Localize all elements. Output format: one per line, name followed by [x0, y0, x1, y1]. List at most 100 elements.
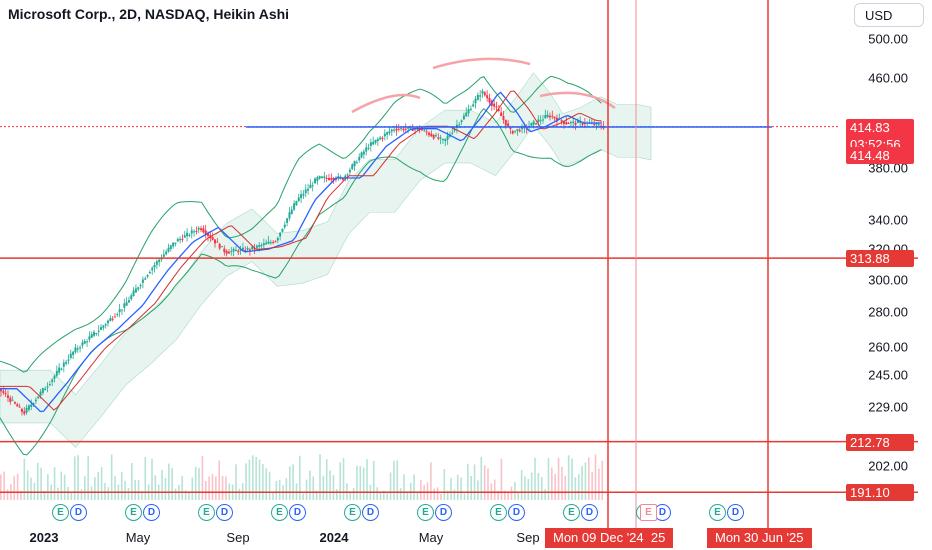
candle-body: [27, 405, 30, 410]
earnings-marker[interactable]: E: [490, 504, 507, 521]
candle-body: [311, 185, 314, 187]
dividend-marker[interactable]: D: [508, 504, 525, 521]
candle-body: [481, 90, 484, 94]
candle-body: [4, 393, 7, 395]
candle-body: [569, 122, 572, 124]
dividend-marker[interactable]: D: [581, 504, 598, 521]
volume-bar: [564, 475, 567, 500]
candle: [565, 116, 568, 126]
candle-body: [388, 131, 391, 134]
dividend-marker[interactable]: D: [216, 504, 233, 521]
volume-bar: [302, 493, 304, 500]
volume-bar: [329, 470, 331, 500]
candle-body: [372, 141, 375, 145]
dividend-marker[interactable]: D: [435, 504, 452, 521]
earnings-marker[interactable]: E: [417, 504, 434, 521]
candle-body: [123, 303, 126, 308]
candle: [202, 225, 205, 234]
candle-body: [172, 242, 175, 247]
earnings-marker[interactable]: E: [52, 504, 69, 521]
candle-body: [386, 132, 389, 135]
candle-body: [116, 314, 119, 316]
candle-body: [39, 391, 42, 396]
date-label-dec-24-text: Mon 09 Dec '24: [553, 530, 644, 545]
candle-body: [20, 408, 23, 412]
candle-body: [6, 395, 9, 398]
candle-body: [30, 404, 33, 407]
price-label: 313.88: [846, 250, 914, 268]
candle-body: [118, 309, 121, 313]
candle-body: [186, 232, 189, 237]
volume-bar: [305, 479, 308, 500]
candle: [269, 239, 272, 245]
dividend-marker[interactable]: D: [362, 504, 379, 521]
volume-bar: [107, 487, 110, 500]
candle-body: [332, 178, 335, 181]
candle-body: [516, 129, 519, 131]
candle: [530, 122, 533, 126]
candle: [55, 365, 58, 378]
volume-bar: [67, 486, 69, 500]
candle: [495, 101, 498, 113]
candle: [60, 367, 63, 371]
candle: [218, 242, 221, 251]
price-label: 191.10: [846, 484, 914, 502]
candle-body: [358, 156, 361, 161]
volume-bar: [339, 462, 341, 500]
candle-body: [428, 132, 431, 136]
volume-bar: [151, 458, 153, 500]
volume-bar: [164, 477, 167, 500]
volume-bar: [514, 481, 516, 500]
earnings-marker[interactable]: E: [125, 504, 142, 521]
earnings-marker[interactable]: E: [563, 504, 580, 521]
candle: [404, 123, 407, 134]
candle-body: [246, 248, 249, 250]
candle-body: [260, 244, 263, 247]
earnings-marker[interactable]: E: [344, 504, 361, 521]
candle: [451, 127, 454, 135]
dividend-marker[interactable]: D: [727, 504, 744, 521]
earnings-marker[interactable]: E: [640, 504, 657, 521]
candle-body: [109, 318, 112, 322]
candle: [507, 119, 510, 128]
volume-bar: [184, 490, 187, 500]
candle: [460, 119, 463, 125]
candle-body: [46, 386, 49, 388]
candle: [132, 287, 135, 297]
volume-bar: [510, 486, 513, 500]
y-tick-label: 380.00: [868, 160, 908, 176]
volume-bar: [16, 473, 19, 500]
candle-body: [248, 249, 251, 251]
candle: [548, 112, 551, 121]
candle: [172, 242, 175, 249]
candle-body: [593, 124, 596, 126]
candle-body: [562, 121, 565, 125]
candle: [469, 105, 472, 111]
candle-body: [469, 108, 472, 110]
candle: [462, 112, 465, 121]
candle: [467, 104, 470, 117]
candle: [302, 190, 305, 199]
candle-body: [220, 246, 223, 248]
candle-body: [353, 160, 356, 167]
candle: [116, 312, 119, 317]
volume-bar: [520, 469, 523, 500]
candle: [397, 124, 400, 132]
candle: [225, 249, 228, 257]
earnings-marker[interactable]: E: [271, 504, 288, 521]
earnings-marker[interactable]: E: [709, 504, 726, 521]
earnings-marker[interactable]: E: [198, 504, 215, 521]
candle: [316, 175, 319, 185]
candle-body: [197, 227, 200, 230]
candle-body: [167, 247, 170, 252]
dividend-marker[interactable]: D: [143, 504, 160, 521]
dividend-marker[interactable]: D: [289, 504, 306, 521]
candle: [139, 283, 142, 289]
candle: [130, 293, 133, 301]
candle-body: [13, 402, 16, 404]
currency-selector[interactable]: USD: [854, 3, 924, 27]
volume-bar: [470, 475, 472, 500]
candle-body: [290, 209, 293, 214]
dividend-marker[interactable]: D: [70, 504, 87, 521]
